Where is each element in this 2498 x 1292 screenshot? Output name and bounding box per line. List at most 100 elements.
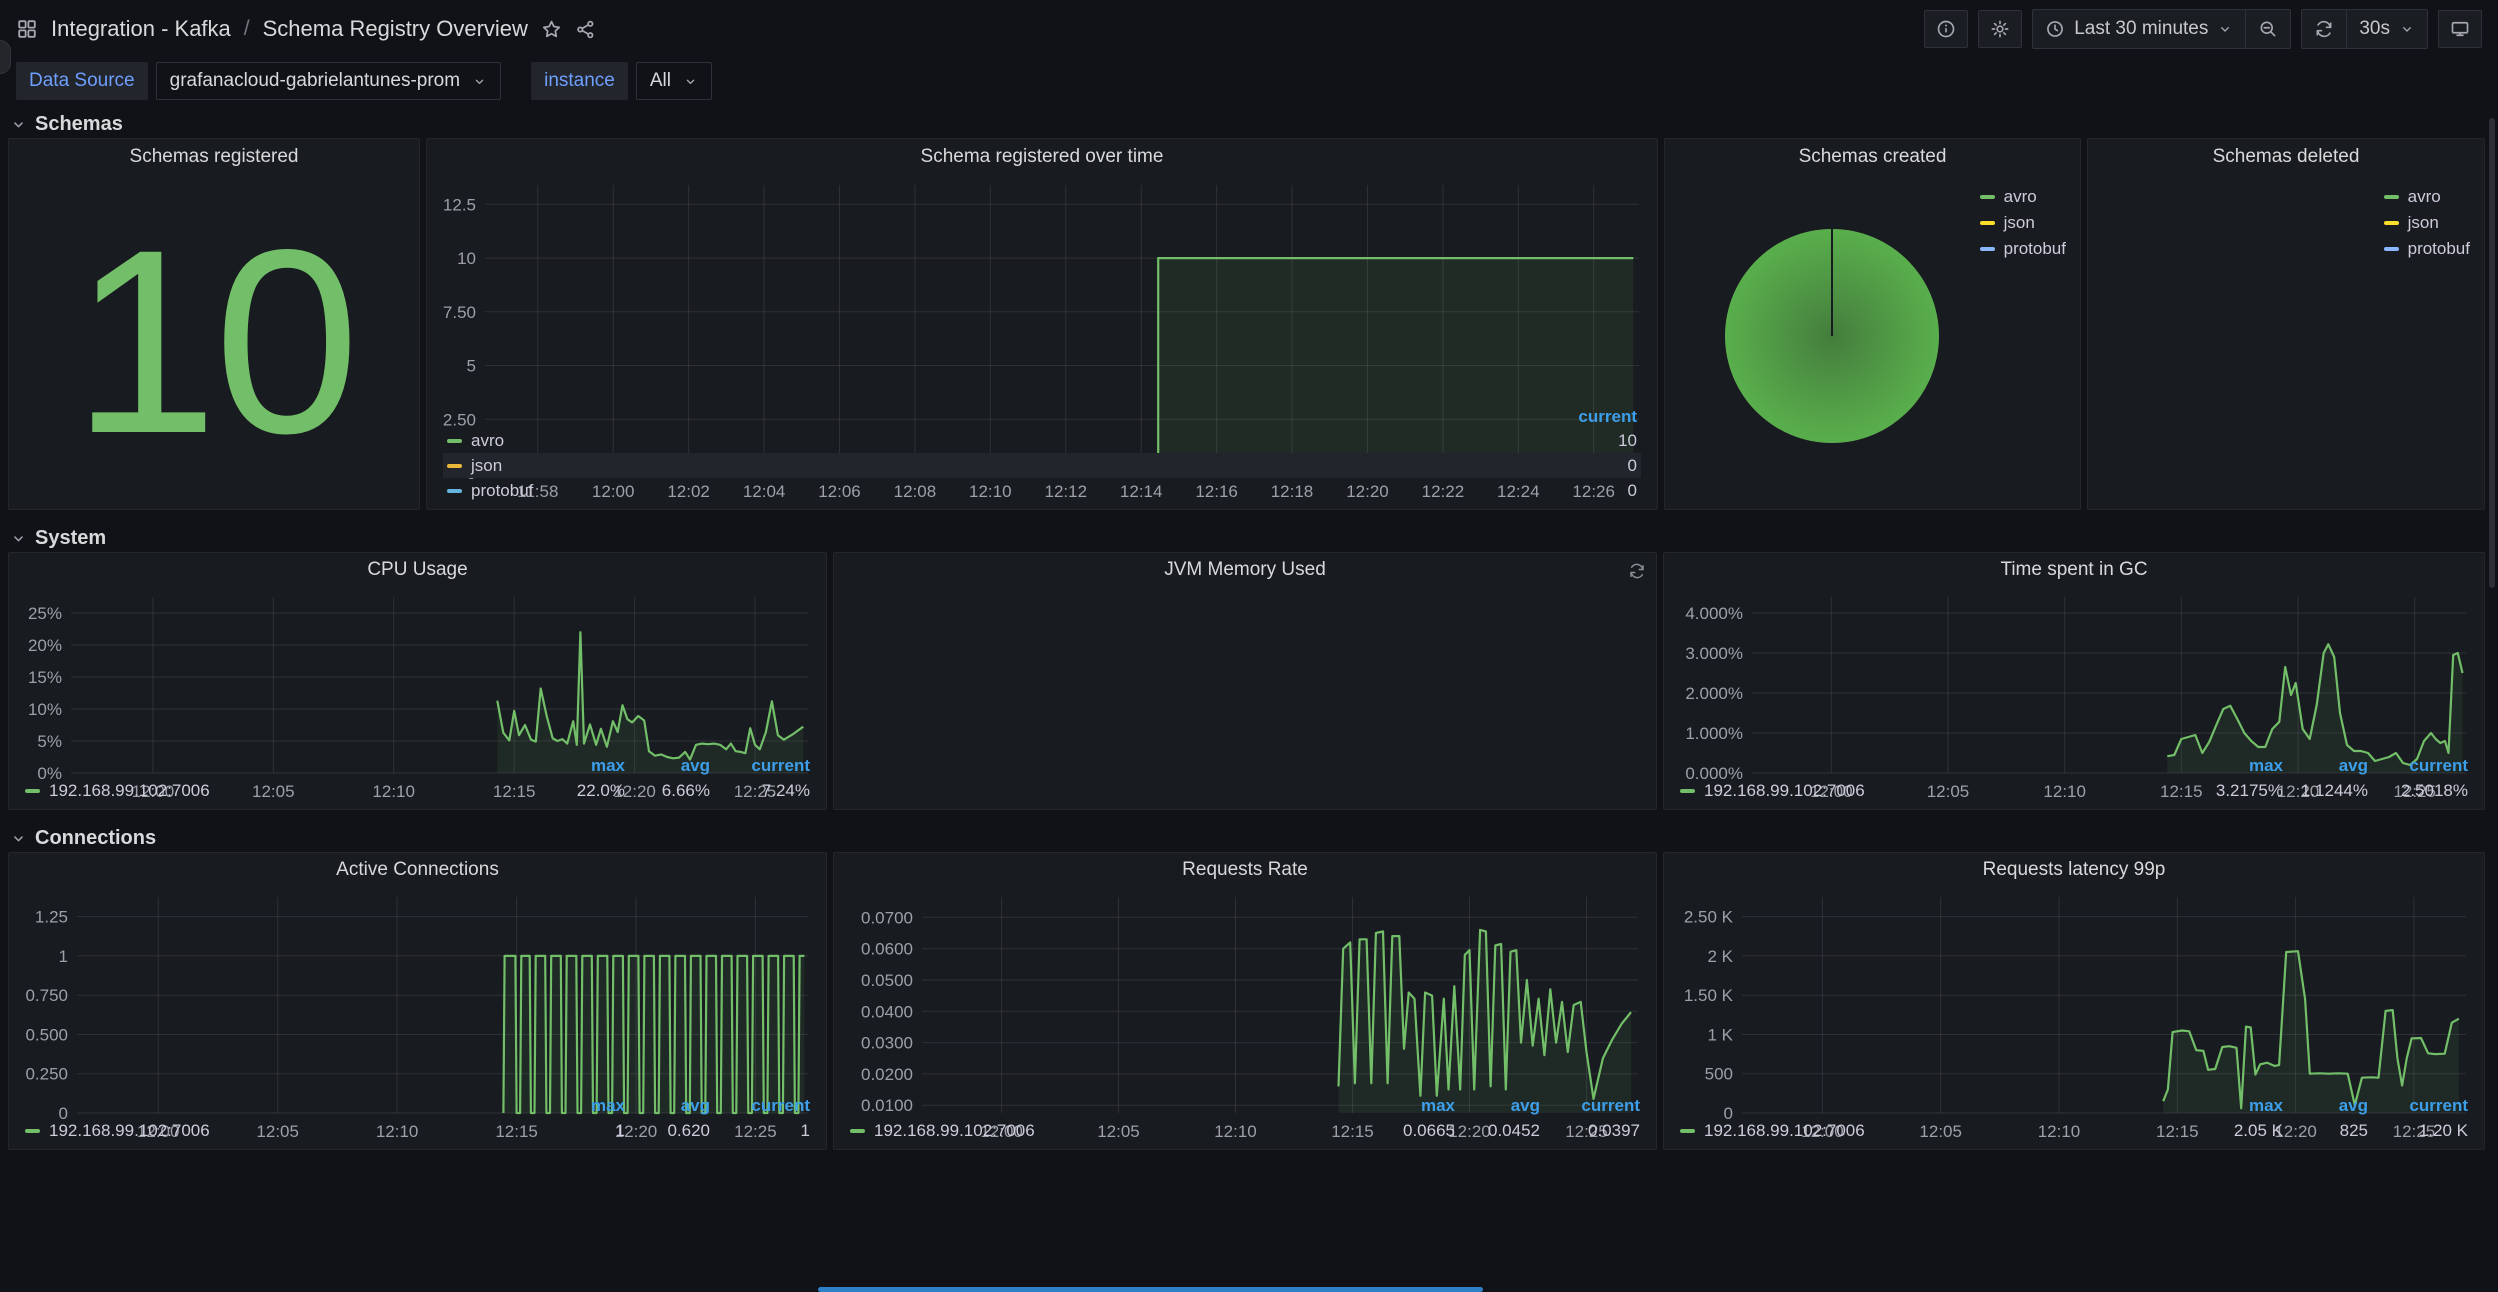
legend-series-row: 192.168.99.102:7006 1 0.620 1 [25, 1118, 810, 1143]
star-icon[interactable] [541, 19, 562, 40]
legend-column-avg[interactable]: avg [680, 755, 710, 775]
legend-column-current[interactable]: current [2409, 755, 2468, 775]
svg-text:0.750: 0.750 [25, 986, 68, 1005]
breadcrumb: Integration - Kafka / Schema Registry Ov… [16, 16, 596, 42]
svg-text:12:15: 12:15 [495, 1122, 538, 1141]
breadcrumb-separator: / [243, 17, 250, 40]
panel-title[interactable]: Requests latency 99p [1982, 859, 2166, 880]
time-range-picker[interactable]: Last 30 minutes [2033, 10, 2245, 48]
svg-text:2.50 K: 2.50 K [1684, 908, 1734, 927]
svg-text:0: 0 [59, 1104, 68, 1123]
panel-title[interactable]: JVM Memory Used [1164, 559, 1326, 580]
legend-column-current[interactable]: current [1581, 1095, 1640, 1115]
legend-column-current[interactable]: current [2409, 1095, 2468, 1115]
svg-text:5%: 5% [37, 732, 62, 751]
legend-series-label[interactable]: 192.168.99.102:7006 [25, 781, 530, 801]
panel-title[interactable]: CPU Usage [367, 559, 468, 580]
apps-grid-icon[interactable] [16, 18, 38, 40]
timeseries-chart[interactable]: 0% 5% 10% 15% 20% 25% 12:00 12:05 12:10 12:15 12:2… [9, 587, 826, 801]
dashboard-settings-button[interactable] [1978, 10, 2023, 48]
legend-column-max[interactable]: max [590, 1095, 625, 1115]
legend-column-max[interactable]: max [2248, 1095, 2283, 1115]
svg-text:12:12: 12:12 [1045, 482, 1088, 501]
legend-item-protobuf[interactable]: protobuf [1979, 237, 2066, 260]
refresh-interval-picker[interactable]: 30s [2346, 10, 2427, 48]
svg-text:12:20: 12:20 [1448, 1122, 1491, 1141]
breadcrumb-dashboard-title[interactable]: Schema Registry Overview [262, 16, 528, 41]
section-header-connections[interactable]: Connections [0, 824, 2498, 852]
row-connections: Active Connections 0 0.250 0.500 0.750 1 1.25… [0, 852, 2498, 1150]
legend-column-current[interactable]: current [1578, 407, 1637, 426]
svg-text:0%: 0% [37, 764, 62, 783]
panel-title[interactable]: Time spent in GC [2000, 559, 2148, 580]
legend-series-label[interactable]: json [447, 456, 1628, 476]
chevron-down-icon [683, 74, 698, 89]
legend-column-max[interactable]: max [590, 755, 625, 775]
legend-series-label[interactable]: 192.168.99.102:7006 [850, 1121, 1360, 1141]
legend-column-current[interactable]: current [751, 755, 810, 775]
legend-column-avg[interactable]: avg [2338, 755, 2368, 775]
legend-header-row: max avg current [25, 753, 810, 778]
legend-column-avg[interactable]: avg [2338, 1095, 2368, 1115]
panel-title[interactable]: Schema registered over time [920, 146, 1164, 167]
datasource-variable-label[interactable]: Data Source [16, 62, 148, 100]
svg-text:0.250: 0.250 [25, 1065, 68, 1084]
legend-series-label[interactable]: 192.168.99.102:7006 [1680, 781, 2188, 801]
legend-series-label[interactable]: avro [447, 431, 1618, 451]
svg-text:10: 10 [457, 249, 476, 268]
legend-column-max[interactable]: max [2248, 755, 2283, 775]
panel-title[interactable]: Schemas created [1798, 146, 1947, 167]
legend-item-json[interactable]: json [2383, 211, 2470, 234]
svg-text:1: 1 [59, 947, 68, 966]
section-header-system[interactable]: System [0, 524, 2498, 552]
legend-column-avg[interactable]: avg [680, 1095, 710, 1115]
datasource-variable-select[interactable]: grafanacloud-gabrielantunes-prom [155, 62, 502, 100]
panel-title[interactable]: Active Connections [336, 859, 499, 880]
legend-series-label[interactable]: protobuf [447, 481, 1628, 501]
zoom-out-time-button[interactable] [2245, 10, 2290, 48]
timeseries-chart[interactable]: 0 500 1 K 1.50 K 2 K 2.50 K 12:00 12:05 12:10 12:… [1664, 887, 2484, 1141]
series-color-swatch [1979, 246, 1995, 251]
timeseries-chart[interactable]: 0.000% 1.000% 2.000% 3.000% 4.000% 12:00 12:05… [1664, 587, 2484, 801]
legend-item-avro[interactable]: avro [1979, 185, 2066, 208]
kiosk-mode-button[interactable] [2438, 10, 2482, 48]
panel-info-button[interactable] [1924, 10, 1969, 48]
instance-variable-select[interactable]: All [635, 62, 712, 100]
series-color-swatch [447, 438, 462, 443]
timeseries-chart[interactable]: 0.0100 0.0200 0.0300 0.0400 0.0500 0.0600 0.07… [834, 887, 1656, 1141]
panel-schema-registered-over-time: Schema registered over time 0 2.50 5 7.50 10… [426, 138, 1658, 510]
timeseries-chart[interactable]: 0 2.50 5 7.50 10 12.5 11:58 12:00 12:02 12:04 12:0… [427, 175, 1657, 501]
panel-requests-rate: Requests Rate 0.0100 0.0200 0.0300 0.0400 0.… [833, 852, 1657, 1150]
panel-title[interactable]: Requests Rate [1182, 859, 1308, 880]
pie-chart-avro-slice[interactable] [1725, 229, 1939, 443]
panel-title[interactable]: Schemas deleted [2212, 146, 2360, 167]
panel-active-connections: Active Connections 0 0.250 0.500 0.750 1 1.25… [8, 852, 827, 1150]
legend-series-label[interactable]: 192.168.99.102:7006 [25, 1121, 530, 1141]
svg-text:12.5: 12.5 [443, 195, 476, 214]
svg-text:12:20: 12:20 [615, 1122, 658, 1141]
scrollbar-thumb[interactable] [2489, 118, 2495, 588]
instance-variable-label[interactable]: instance [531, 62, 628, 100]
chevron-down-icon [10, 530, 27, 547]
legend-series-label[interactable]: 192.168.99.102:7006 [1680, 1121, 2188, 1141]
breadcrumb-folder[interactable]: Integration - Kafka [51, 16, 231, 41]
chevron-down-icon [10, 116, 27, 133]
window-edge-indicator [818, 1287, 1483, 1292]
legend-column-avg[interactable]: avg [1510, 1095, 1540, 1115]
legend-item-avro[interactable]: avro [2383, 185, 2470, 208]
panel-title[interactable]: Schemas registered [129, 146, 299, 167]
section-header-schemas[interactable]: Schemas [0, 110, 2498, 138]
svg-text:12:00: 12:00 [980, 1122, 1023, 1141]
pie-slice-divider [1831, 229, 1833, 336]
svg-text:12:25: 12:25 [2393, 1122, 2436, 1141]
legend-column-current[interactable]: current [751, 1095, 810, 1115]
share-icon[interactable] [575, 19, 596, 40]
svg-text:12:05: 12:05 [256, 1122, 299, 1141]
refresh-button[interactable] [2302, 10, 2346, 48]
legend-column-max[interactable]: max [1420, 1095, 1455, 1115]
timeseries-chart[interactable]: 0 0.250 0.500 0.750 1 1.25 12:00 12:05 12:10 12:1… [9, 887, 826, 1141]
legend-item-json[interactable]: json [1979, 211, 2066, 234]
legend-item-protobuf[interactable]: protobuf [2383, 237, 2470, 260]
chart-legend: max avg current 192.168.99.102:7006 2.05 K 82… [1664, 1093, 2484, 1149]
